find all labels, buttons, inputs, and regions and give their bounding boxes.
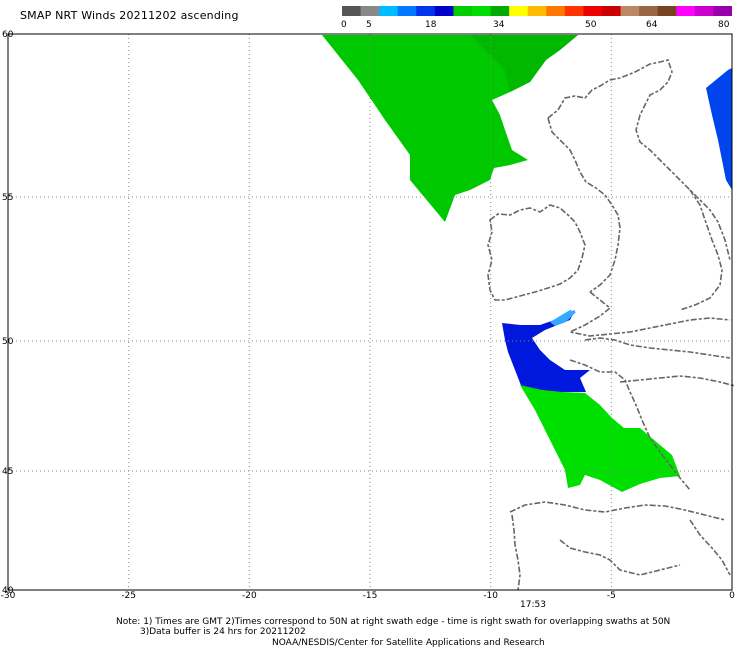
coastline-england-east <box>679 189 723 311</box>
axis-ticks: -30 -25 -20 -15 -10 -5 0 60 55 50 45 40 <box>1 30 735 601</box>
colorbar-swatch <box>342 6 362 16</box>
colorbar-swatch <box>527 6 547 16</box>
coastline-scotland-west <box>547 117 621 293</box>
colorbar-swatch <box>694 6 714 16</box>
wind-swaths <box>322 35 732 492</box>
colorbar-swatch <box>397 6 417 16</box>
colorbar-swatch <box>676 6 696 16</box>
swath-time: 17:53 <box>520 600 546 610</box>
colorbar-swatch <box>620 6 640 16</box>
lat-tick-label: 40 <box>2 586 14 596</box>
coastline-iberia <box>509 501 726 521</box>
colorbar-swatch <box>379 6 399 16</box>
colorbar-swatch <box>657 6 677 16</box>
wind-region-biscay-blue <box>502 310 590 392</box>
colorbar-swatch <box>360 6 380 16</box>
coastline-portugal <box>511 514 521 591</box>
colorbar-swatch <box>416 6 436 16</box>
lon-tick-label: 0 <box>729 591 735 601</box>
colorbar-swatch <box>639 6 659 16</box>
colorbar-label-5: 5 <box>366 20 372 30</box>
colorbar-swatch <box>472 6 492 16</box>
coastlines <box>487 59 736 591</box>
lon-tick-label: -5 <box>607 591 616 601</box>
graticule <box>8 34 732 590</box>
lat-tick-label: 50 <box>2 337 14 347</box>
coastline-france-inland <box>619 375 736 387</box>
coastline-ireland <box>487 204 586 301</box>
lon-tick-label: -20 <box>242 591 257 601</box>
colorbar-label-64: 64 <box>646 20 658 30</box>
wind-map: -30 -25 -20 -15 -10 -5 0 60 55 50 45 40 <box>1 30 736 601</box>
note-line-3: NOAA/NESDIS/Center for Satellite Applica… <box>272 638 545 648</box>
coastline-iberia-south <box>559 539 681 576</box>
coastline-france-north <box>584 337 731 359</box>
coastline-england-south <box>567 291 731 337</box>
colorbar-swatch <box>564 6 584 16</box>
colorbar <box>342 6 732 16</box>
colorbar-label-18: 18 <box>425 20 437 30</box>
colorbar-label-34: 34 <box>493 20 505 30</box>
colorbar-swatch <box>490 6 510 16</box>
note-line-1: Note: 1) Times are GMT 2)Times correspon… <box>116 617 671 627</box>
colorbar-swatch <box>583 6 603 16</box>
lat-tick-label: 55 <box>2 193 13 203</box>
colorbar-swatch <box>453 6 473 16</box>
map-title: SMAP NRT Winds 20211202 ascending <box>20 9 239 22</box>
colorbar-label-50: 50 <box>585 20 597 30</box>
note-line-2: 3)Data buffer is 24 hrs for 20211202 <box>140 627 306 637</box>
lat-tick-label: 45 <box>2 467 13 477</box>
wind-region-biscay-green <box>520 385 680 492</box>
wind-region-north-atlantic-shade <box>470 35 578 92</box>
lat-tick-label: 60 <box>2 30 14 40</box>
colorbar-swatch <box>602 6 622 16</box>
lon-tick-label: -30 <box>1 591 16 601</box>
map-frame <box>7 33 733 591</box>
lon-tick-label: -10 <box>483 591 498 601</box>
colorbar-swatch <box>509 6 529 16</box>
colorbar-label-80: 80 <box>718 20 730 30</box>
coastline-mediterranean <box>689 519 731 576</box>
lon-tick-label: -25 <box>121 591 136 601</box>
coastline-brittany <box>569 359 691 491</box>
wind-region-north-sea-blue <box>706 68 732 190</box>
coastline-scotland <box>547 59 731 261</box>
colorbar-label-0: 0 <box>341 20 347 30</box>
wind-region-biscay-lightblue <box>550 310 576 326</box>
colorbar-swatch <box>713 6 732 16</box>
lon-tick-label: -15 <box>363 591 378 601</box>
colorbar-swatch <box>546 6 566 16</box>
colorbar-swatch <box>434 6 454 16</box>
